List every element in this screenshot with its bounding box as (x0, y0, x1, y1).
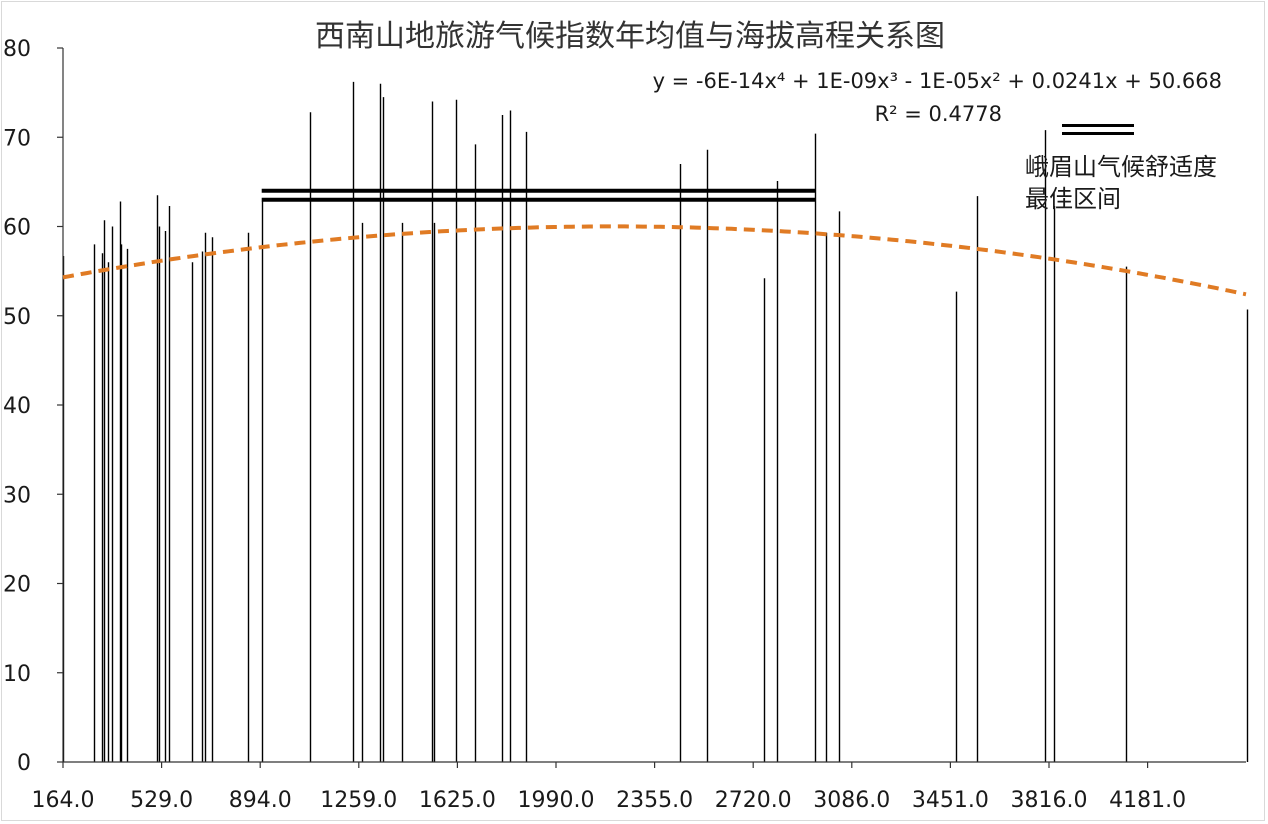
trendline-r2: R² = 0.4778 (875, 102, 1002, 126)
x-tick-label-10: 3816.0 (1011, 788, 1088, 813)
x-tick-label-7: 2720.0 (715, 788, 792, 813)
x-tick-label-8: 3086.0 (813, 788, 890, 813)
x-tick-label-2: 894.0 (229, 788, 292, 813)
y-tick-label-7: 70 (3, 126, 31, 151)
trendline-curve (62, 224, 1247, 297)
comfort-interval-group (261, 188, 816, 202)
axes-group (57, 47, 1246, 768)
y-tick-label-3: 30 (3, 483, 31, 508)
y-tick-label-8: 80 (3, 37, 31, 62)
x-tick-label-4: 1625.0 (419, 788, 496, 813)
x-tick-label-11: 4181.0 (1109, 788, 1186, 813)
x-tick-label-3: 1259.0 (320, 788, 397, 813)
trendline-equation: y = -6E-14x⁴ + 1E-09x³ - 1E-05x² + 0.024… (653, 69, 1222, 93)
x-tick-labels: 164.0 529.0 894.0 1259.0 1625.0 1990.0 2355.0 2… (32, 788, 1187, 813)
y-tick-labels: 0 10 20 30 40 50 60 70 80 (3, 37, 31, 776)
x-tick-label-1: 529.0 (130, 788, 193, 813)
y-tick-label-4: 40 (3, 394, 31, 419)
x-tick-label-5: 1990.0 (518, 788, 595, 813)
y-tick-label-2: 20 (3, 573, 31, 598)
legend-label-line-2: 最佳区间 (1025, 185, 1121, 213)
x-tick-label-9: 3451.0 (912, 788, 989, 813)
y-tick-label-0: 0 (17, 751, 31, 776)
y-tick-label-1: 10 (3, 662, 31, 687)
x-tick-label-6: 2355.0 (616, 788, 693, 813)
x-tick-label-0: 164.0 (32, 788, 95, 813)
bars-group (62, 81, 1249, 762)
y-tick-label-6: 60 (3, 216, 31, 241)
legend: 峨眉山气候舒适度 最佳区间 (1025, 124, 1217, 213)
chart-title: 西南山地旅游气候指数年均值与海拔高程关系图 (315, 19, 945, 54)
y-tick-label-5: 50 (3, 305, 31, 330)
legend-label-line-1: 峨眉山气候舒适度 (1025, 153, 1217, 181)
